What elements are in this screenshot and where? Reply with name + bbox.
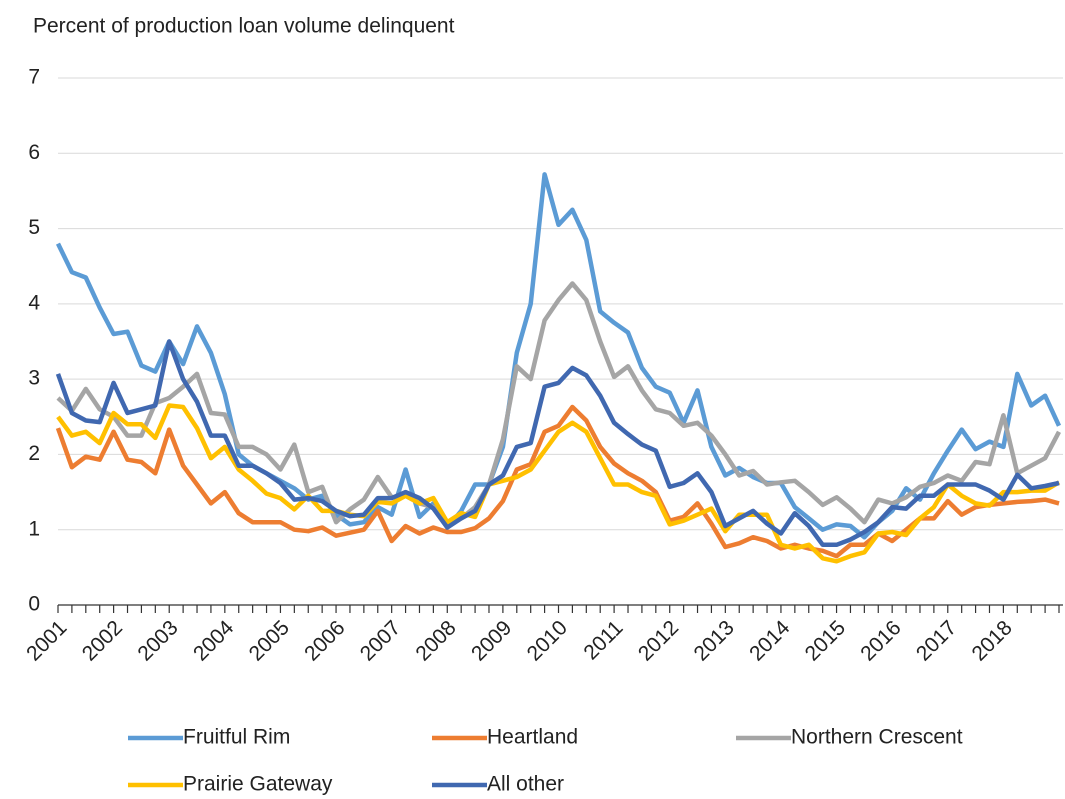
x-tick-label: 2018: [968, 616, 1017, 665]
x-tick-label: 2008: [411, 616, 460, 665]
y-tick-label: 6: [28, 141, 40, 164]
legend-label: Prairie Gateway: [183, 773, 333, 796]
x-tick-label: 2009: [467, 616, 516, 665]
y-tick-label: 5: [28, 216, 40, 239]
y-tick-label: 3: [28, 367, 40, 390]
x-tick-label: 2017: [912, 616, 961, 665]
y-tick-label: 7: [28, 66, 40, 89]
legend-label: Northern Crescent: [791, 726, 963, 749]
x-tick-label: 2003: [133, 616, 182, 665]
x-tick-label: 2014: [745, 616, 795, 666]
x-tick-label: 2015: [801, 616, 850, 665]
x-tick-label: 2004: [189, 616, 239, 666]
x-tick-label: 2016: [856, 616, 905, 665]
legend-label: Fruitful Rim: [183, 726, 290, 749]
legend-label: Heartland: [487, 726, 578, 749]
x-tick-label: 2005: [245, 616, 294, 665]
chart-title: Percent of production loan volume delinq…: [33, 15, 455, 38]
line-series: [56, 403, 1061, 564]
line-series: [55, 172, 1062, 540]
x-tick-label: 2002: [78, 616, 127, 665]
line-series: [55, 339, 1060, 548]
line-series: [56, 281, 1061, 526]
x-tick-label: 2006: [300, 616, 349, 665]
y-tick-label: 4: [28, 291, 40, 314]
x-tick-label: 2010: [523, 616, 572, 665]
x-tick-label: 2007: [356, 616, 405, 665]
y-tick-label: 2: [28, 442, 40, 465]
line-series: [55, 404, 1060, 559]
x-tick-label: 2013: [689, 616, 738, 665]
x-tick-label: 2012: [634, 616, 683, 665]
x-tick-label: 2011: [579, 616, 627, 664]
y-tick-label: 0: [28, 593, 40, 616]
x-tick-label: 2001: [22, 616, 71, 665]
y-tick-label: 1: [28, 517, 40, 540]
legend-label: All other: [487, 773, 564, 796]
